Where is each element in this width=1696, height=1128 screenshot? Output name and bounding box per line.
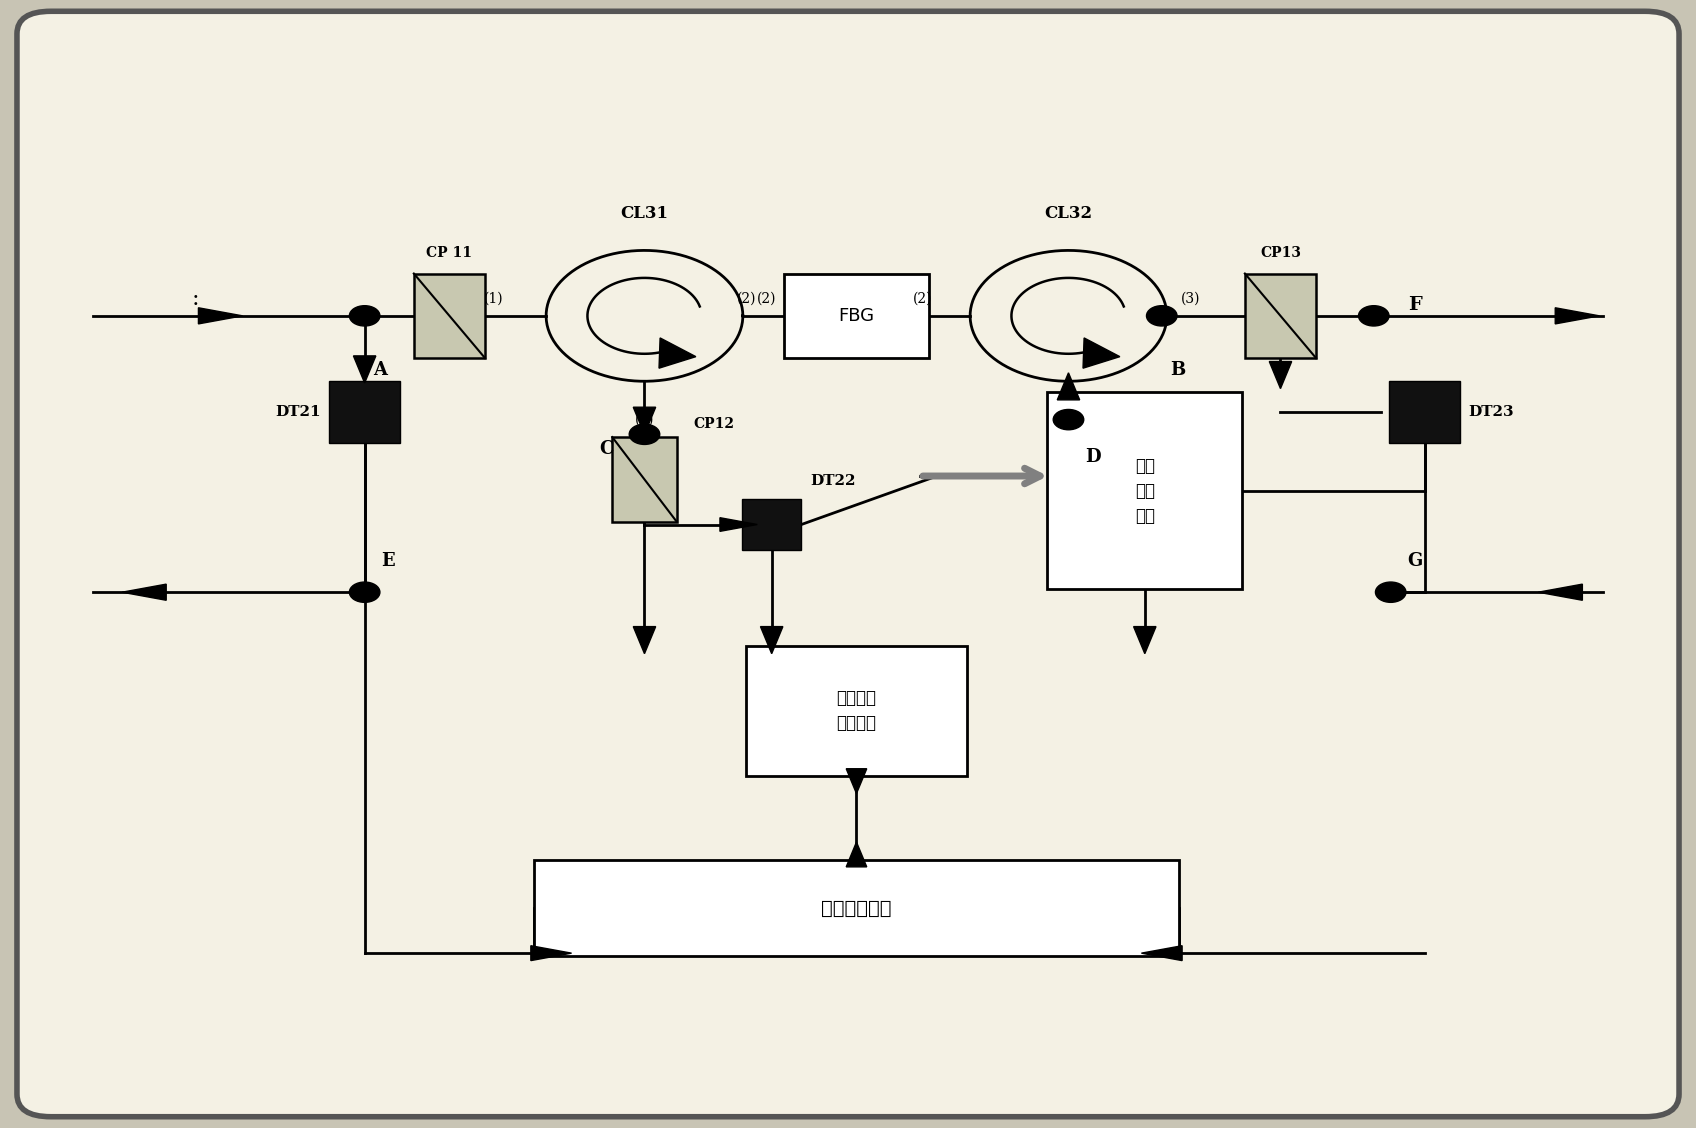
Text: (1): (1): [1058, 413, 1079, 426]
Polygon shape: [633, 627, 656, 654]
Text: DT22: DT22: [811, 474, 855, 487]
Circle shape: [349, 582, 380, 602]
Text: CP13: CP13: [1260, 246, 1301, 261]
Text: 功率
均衡
单元: 功率 均衡 单元: [1135, 457, 1155, 525]
Bar: [534, 861, 1179, 957]
Bar: [784, 274, 929, 359]
Text: F: F: [1408, 296, 1421, 314]
Polygon shape: [531, 945, 572, 961]
Text: C: C: [600, 440, 614, 458]
Text: (2): (2): [738, 292, 756, 306]
Circle shape: [1375, 582, 1406, 602]
Text: G: G: [1408, 552, 1423, 570]
Text: 微机控制单元: 微机控制单元: [821, 899, 892, 917]
Bar: [746, 645, 967, 776]
Polygon shape: [719, 518, 756, 531]
Text: (3): (3): [1180, 292, 1199, 306]
Bar: [612, 438, 677, 521]
Text: FBG: FBG: [838, 307, 875, 325]
Polygon shape: [1555, 308, 1599, 324]
Circle shape: [1358, 306, 1389, 326]
Text: CL32: CL32: [1045, 205, 1092, 222]
Text: 功率均衡
控制单元: 功率均衡 控制单元: [836, 689, 877, 732]
Bar: [414, 274, 485, 359]
Bar: [329, 380, 400, 443]
Text: CP 11: CP 11: [426, 246, 473, 261]
Polygon shape: [1057, 372, 1080, 400]
Circle shape: [1053, 409, 1084, 430]
Text: D: D: [1085, 448, 1101, 466]
Text: B: B: [1170, 361, 1186, 379]
Polygon shape: [198, 308, 243, 324]
Text: :: :: [192, 288, 198, 310]
Text: A: A: [373, 361, 387, 379]
Circle shape: [349, 306, 380, 326]
Polygon shape: [760, 627, 784, 654]
Polygon shape: [660, 338, 695, 368]
Text: (1): (1): [483, 292, 504, 306]
Circle shape: [1146, 306, 1177, 326]
Bar: [1389, 380, 1460, 443]
Polygon shape: [1538, 584, 1582, 600]
FancyBboxPatch shape: [17, 11, 1679, 1117]
Polygon shape: [633, 407, 656, 434]
Text: CL31: CL31: [621, 205, 668, 222]
Polygon shape: [1269, 361, 1292, 388]
Polygon shape: [1133, 627, 1157, 654]
Polygon shape: [1084, 338, 1119, 368]
Circle shape: [629, 424, 660, 444]
Polygon shape: [353, 356, 377, 384]
Text: (2): (2): [914, 292, 933, 306]
Text: (3): (3): [634, 413, 655, 426]
Text: (2): (2): [756, 292, 775, 306]
Text: E: E: [382, 552, 395, 570]
Polygon shape: [1141, 945, 1182, 961]
Polygon shape: [122, 584, 166, 600]
Polygon shape: [846, 769, 867, 794]
Text: CP12: CP12: [694, 417, 734, 432]
Bar: [743, 499, 801, 550]
Text: DT21: DT21: [275, 405, 321, 418]
Text: DT23: DT23: [1469, 405, 1515, 418]
Bar: [1245, 274, 1316, 359]
Polygon shape: [846, 841, 867, 866]
Bar: [1046, 393, 1241, 590]
